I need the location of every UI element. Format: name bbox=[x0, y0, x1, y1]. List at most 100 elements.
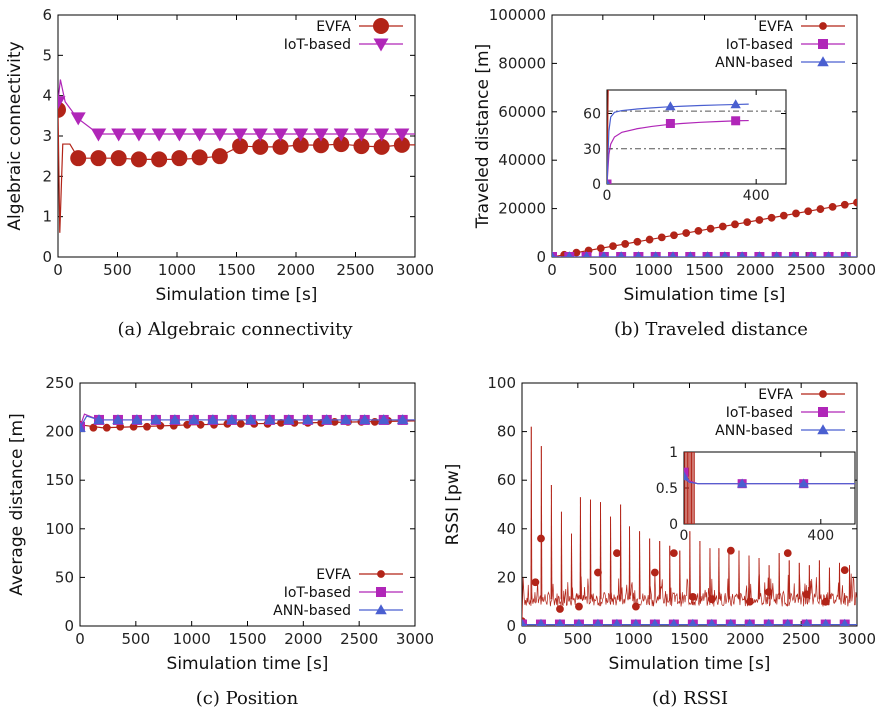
data-point bbox=[807, 251, 815, 257]
series-line bbox=[607, 119, 749, 184]
data-point bbox=[607, 179, 612, 184]
data-point bbox=[70, 112, 86, 126]
data-point bbox=[767, 213, 776, 222]
data-point bbox=[171, 150, 188, 167]
y-tick-label: 2 bbox=[42, 167, 52, 185]
y-tick-label: 0 bbox=[64, 617, 74, 635]
x-tick-label: 3000 bbox=[838, 261, 876, 279]
data-point bbox=[718, 222, 727, 231]
legend-label: EVFA bbox=[758, 387, 793, 403]
series-ann-based bbox=[607, 99, 749, 184]
data-point bbox=[825, 251, 832, 257]
data-point bbox=[704, 251, 711, 257]
y-tick-label: 0 bbox=[669, 517, 678, 533]
legend: EVFA IoT-based ANN-based bbox=[715, 19, 845, 71]
data-point bbox=[652, 251, 660, 257]
evfa-spike bbox=[728, 553, 730, 600]
data-point bbox=[340, 414, 352, 425]
data-point bbox=[89, 423, 98, 432]
evfa-spike bbox=[659, 540, 661, 600]
data-point bbox=[613, 549, 621, 557]
data-point bbox=[684, 471, 690, 481]
data-point bbox=[226, 414, 238, 425]
data-point bbox=[151, 128, 167, 142]
data-point bbox=[211, 148, 228, 165]
series-evfa bbox=[522, 426, 857, 626]
x-tick-label: 1500 bbox=[217, 261, 255, 279]
legend-marker bbox=[818, 407, 828, 417]
data-point bbox=[58, 101, 66, 118]
data-point bbox=[575, 602, 583, 611]
data-point bbox=[726, 618, 735, 626]
data-point bbox=[828, 203, 837, 211]
series-evfa bbox=[684, 452, 695, 524]
data-point bbox=[731, 116, 741, 126]
y-tick-label: 20 bbox=[497, 568, 516, 586]
x-tick-label: 0 bbox=[547, 261, 557, 279]
data-point bbox=[779, 211, 788, 220]
x-tick-label: 1000 bbox=[158, 261, 196, 279]
y-tick-label: 3 bbox=[42, 127, 52, 145]
data-point bbox=[583, 251, 590, 257]
data-point bbox=[645, 235, 654, 244]
legend-marker bbox=[375, 604, 387, 615]
data-point bbox=[150, 414, 162, 425]
evfa-spike bbox=[849, 565, 851, 600]
data-point bbox=[151, 151, 168, 168]
data-point bbox=[790, 251, 798, 257]
x-tick-label: 2500 bbox=[782, 630, 820, 648]
legend-marker bbox=[373, 18, 389, 34]
figure-caption: (b) Traveled distance bbox=[614, 319, 808, 340]
legend: EVFA IoT-based ANN-based bbox=[273, 567, 403, 619]
x-tick-label: 2000 bbox=[284, 630, 322, 648]
x-tick-label: 500 bbox=[122, 630, 151, 648]
data-point bbox=[171, 128, 187, 142]
y-axis-label: Traveled distance [m] bbox=[473, 44, 493, 229]
x-tick-label: 400 bbox=[743, 188, 770, 204]
x-tick-label: 2500 bbox=[787, 261, 825, 279]
series-ann-based bbox=[522, 618, 857, 626]
legend-label: IoT-based bbox=[726, 405, 793, 421]
data-point bbox=[842, 251, 850, 257]
data-point bbox=[110, 150, 127, 167]
x-tick-label: 1500 bbox=[228, 630, 266, 648]
data-point bbox=[130, 151, 147, 168]
y-tick-label: 0 bbox=[536, 248, 546, 266]
evfa-spike bbox=[839, 562, 841, 600]
evfa-spike bbox=[590, 499, 592, 600]
data-point bbox=[821, 597, 830, 606]
data-point bbox=[377, 414, 390, 425]
y-tick-label: 30 bbox=[583, 142, 601, 158]
y-tick-label: 200 bbox=[45, 423, 74, 441]
data-point bbox=[804, 207, 813, 216]
inset-chart: 0 400 0 0.5 1 bbox=[656, 445, 856, 544]
data-point bbox=[840, 618, 849, 626]
legend-marker bbox=[377, 570, 385, 578]
data-point bbox=[764, 588, 773, 596]
legend-marker bbox=[817, 424, 829, 435]
data-point bbox=[631, 618, 641, 626]
inset-chart: 0 400 0 30 60 bbox=[583, 89, 787, 204]
legend-label: IoT-based bbox=[726, 37, 793, 53]
evfa-spike bbox=[639, 531, 641, 600]
evfa-trace bbox=[522, 571, 857, 626]
series-ann-based bbox=[684, 471, 855, 488]
data-point bbox=[245, 414, 257, 425]
data-point bbox=[755, 216, 764, 224]
x-tick-label: 0 bbox=[680, 528, 689, 544]
x-tick-label: 0 bbox=[603, 188, 612, 204]
data-point bbox=[670, 231, 678, 240]
y-tick-label: 60 bbox=[583, 107, 601, 123]
data-point bbox=[721, 251, 729, 257]
data-point bbox=[665, 101, 676, 111]
evfa-spike bbox=[669, 545, 671, 600]
y-tick-label: 80000 bbox=[498, 54, 546, 72]
evfa-spike bbox=[828, 567, 831, 600]
data-point bbox=[706, 224, 715, 233]
data-point bbox=[633, 237, 642, 246]
data-point bbox=[574, 618, 584, 626]
data-point bbox=[552, 251, 556, 257]
data-point bbox=[552, 252, 557, 257]
evfa-spike bbox=[550, 485, 553, 600]
